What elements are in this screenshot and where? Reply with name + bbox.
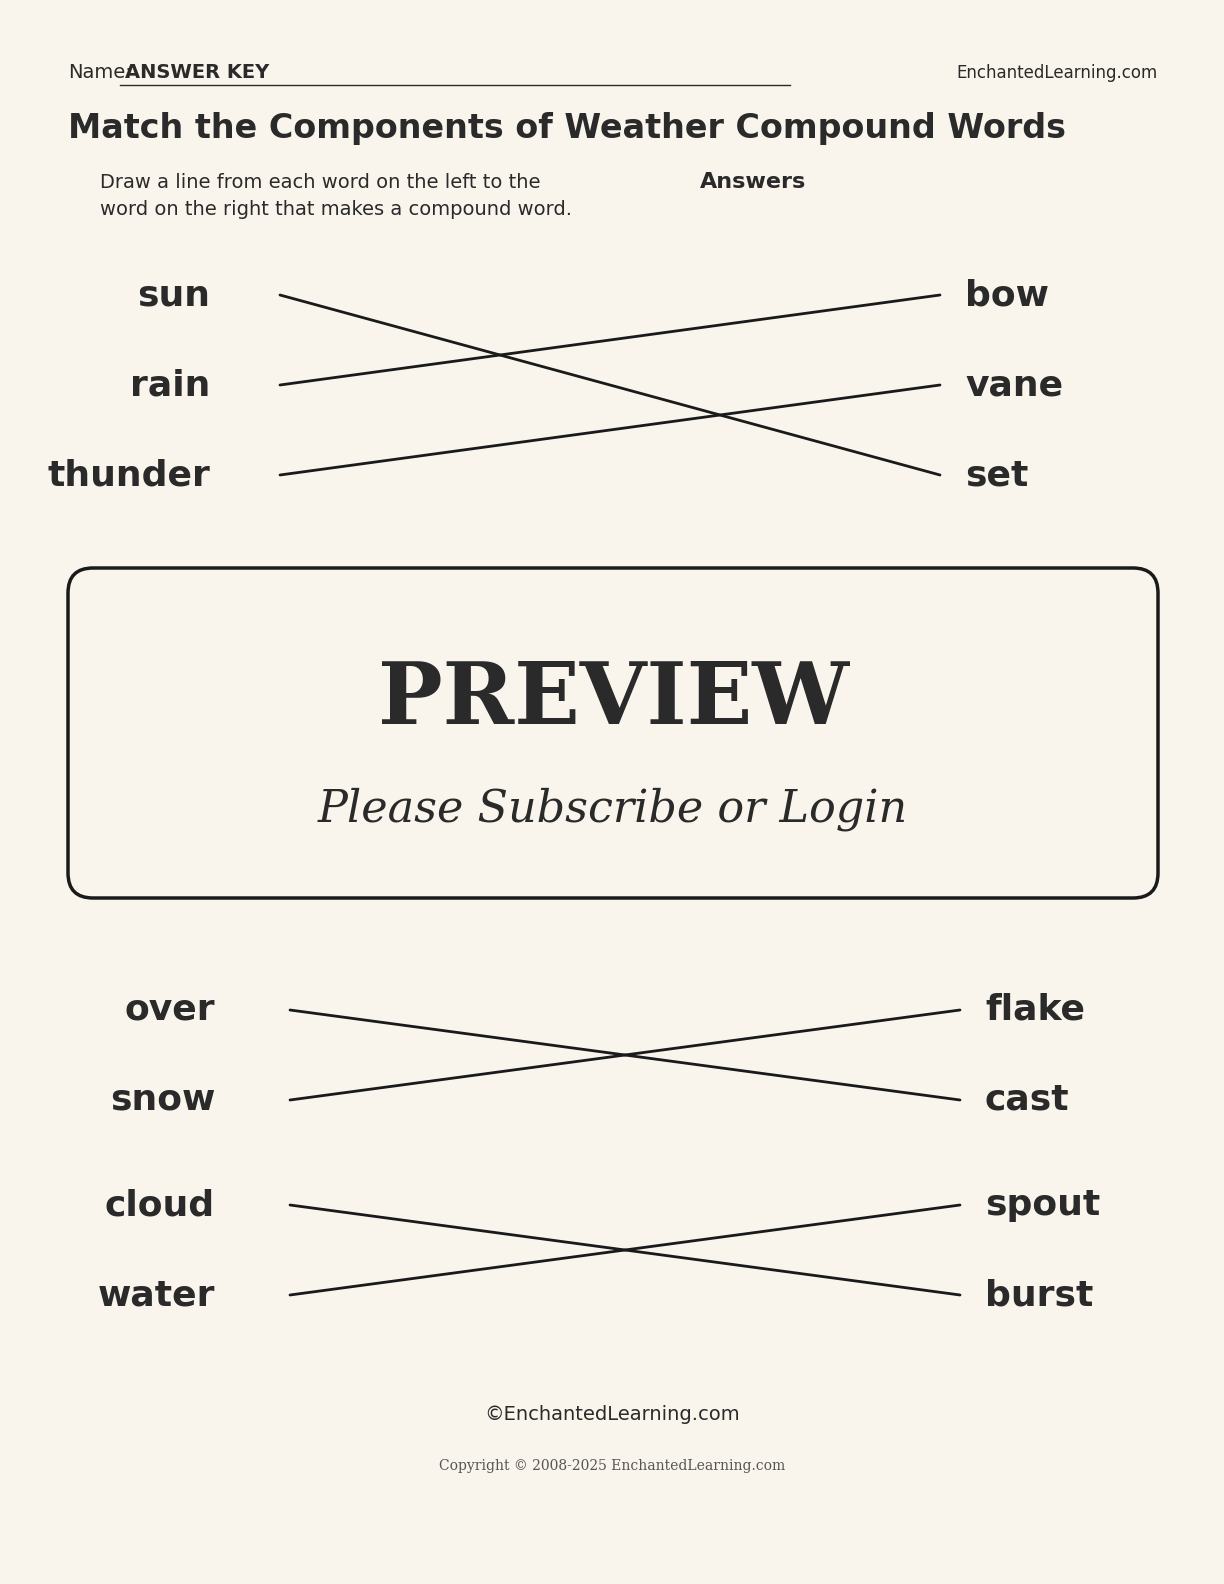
Text: PREVIEW: PREVIEW: [377, 657, 848, 741]
Text: set: set: [965, 458, 1028, 493]
Text: spout: spout: [985, 1188, 1100, 1221]
FancyBboxPatch shape: [69, 569, 1158, 898]
Text: flake: flake: [985, 993, 1084, 1026]
Text: Name:: Name:: [69, 63, 132, 82]
Text: word on the right that makes a compound word.: word on the right that makes a compound …: [100, 200, 572, 219]
Text: Copyright © 2008-2025 EnchantedLearning.com: Copyright © 2008-2025 EnchantedLearning.…: [439, 1459, 785, 1473]
Text: cloud: cloud: [105, 1188, 215, 1221]
Text: thunder: thunder: [48, 458, 211, 493]
Text: sun: sun: [137, 279, 211, 312]
Text: rain: rain: [130, 367, 211, 402]
Text: burst: burst: [985, 1278, 1093, 1312]
Text: Draw a line from each word on the left to the: Draw a line from each word on the left t…: [100, 173, 541, 192]
Text: over: over: [125, 993, 215, 1026]
Text: EnchantedLearning.com: EnchantedLearning.com: [957, 63, 1158, 82]
Text: snow: snow: [110, 1083, 215, 1117]
Text: ©EnchantedLearning.com: ©EnchantedLearning.com: [485, 1405, 739, 1424]
Text: Answers: Answers: [700, 173, 807, 192]
Text: water: water: [98, 1278, 215, 1312]
Text: Match the Components of Weather Compound Words: Match the Components of Weather Compound…: [69, 112, 1066, 146]
Text: Please Subscribe or Login: Please Subscribe or Login: [318, 787, 908, 830]
Text: ANSWER KEY: ANSWER KEY: [125, 63, 269, 82]
Text: bow: bow: [965, 279, 1049, 312]
Text: vane: vane: [965, 367, 1064, 402]
Text: cast: cast: [985, 1083, 1070, 1117]
